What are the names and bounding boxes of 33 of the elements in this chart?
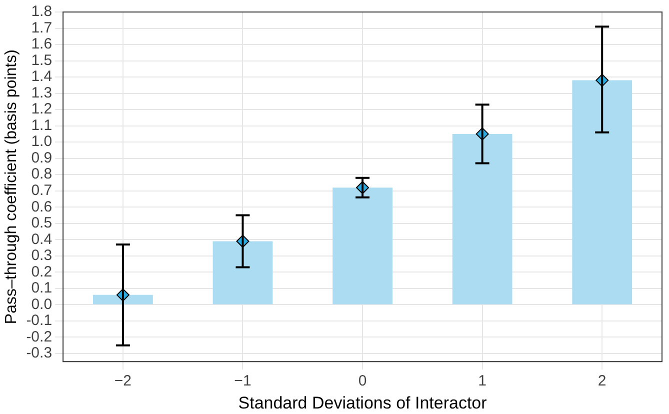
y-tick-label: 1.7 (31, 19, 52, 36)
y-axis-title: Pass–through coefficient (basis points) (3, 50, 20, 324)
y-tick-label: 0.2 (31, 263, 52, 280)
y-tick-label: 1.6 (31, 36, 52, 53)
y-tick-label: -0.3 (26, 344, 52, 362)
y-tick-label: 1.1 (31, 116, 52, 134)
x-tick-label: 2 (598, 372, 606, 390)
y-tick-label: 0.9 (31, 149, 52, 166)
y-tick-label: -0.1 (26, 312, 52, 330)
y-tick-label: 0.3 (31, 247, 52, 264)
y-tick-label: 0.0 (31, 296, 52, 313)
y-tick-label: 1.3 (31, 84, 52, 102)
y-tick-label: 0.1 (31, 280, 52, 297)
y-tick-label: 0.4 (31, 230, 52, 248)
y-tick-label: 1.2 (31, 100, 52, 118)
x-tick-label: −1 (234, 372, 252, 390)
y-tick-label: 1.0 (31, 133, 52, 150)
y-tick-label: 0.7 (31, 182, 52, 200)
bar (212, 241, 273, 304)
bar (572, 80, 632, 304)
y-tick-label: 1.5 (31, 52, 52, 69)
bar (332, 188, 392, 304)
y-tick-label: 1.4 (31, 68, 52, 86)
x-tick-label: 1 (478, 372, 486, 390)
y-tick-label: 1.8 (31, 3, 52, 20)
y-tick-label: 0.6 (31, 198, 52, 216)
x-tick-label: 0 (358, 372, 367, 390)
x-tick-label: −2 (114, 372, 132, 390)
y-tick-label: -0.2 (26, 328, 52, 346)
y-tick-label: 0.5 (31, 214, 52, 232)
x-axis-title: Standard Deviations of Interactor (238, 393, 488, 412)
y-tick-label: 0.8 (31, 166, 52, 183)
bar (452, 134, 512, 304)
